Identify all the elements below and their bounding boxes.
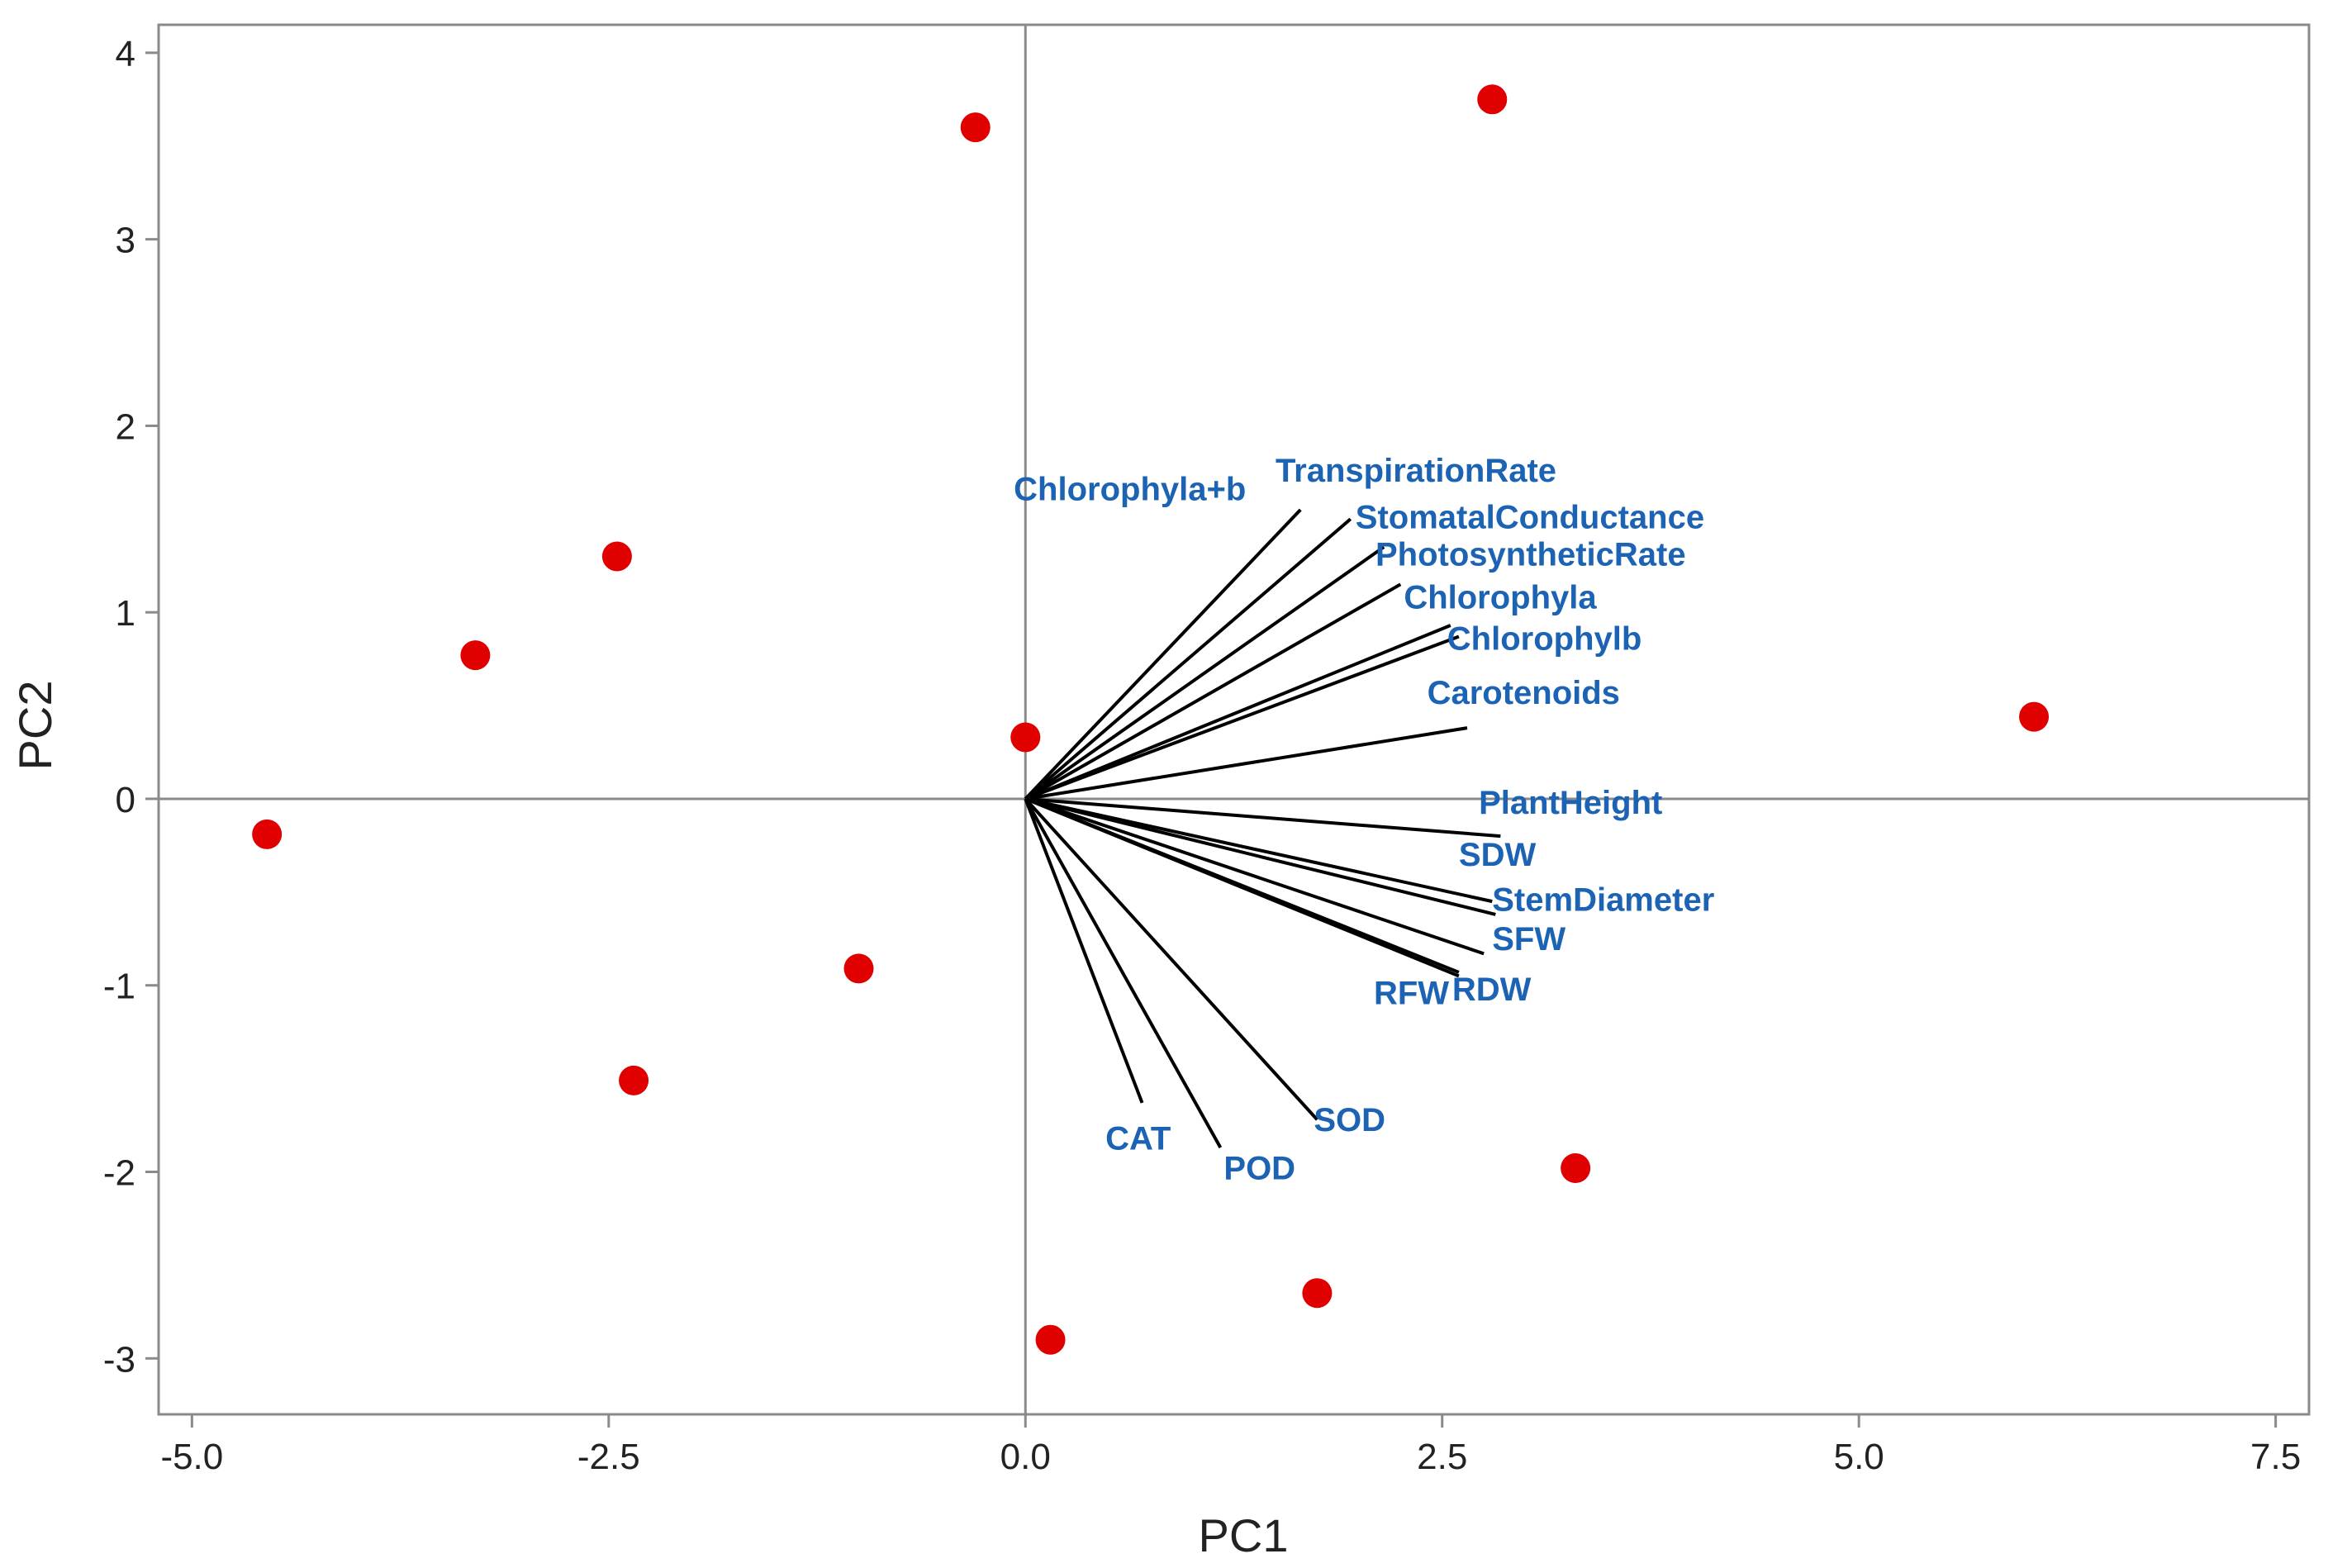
score-point bbox=[1010, 722, 1041, 753]
loading-vector bbox=[1025, 796, 1501, 839]
loading-label: Chlorophyla bbox=[1404, 580, 1597, 616]
score-point bbox=[460, 640, 491, 671]
x-tick-label: 5.0 bbox=[1834, 1437, 1884, 1477]
y-tick-label: 3 bbox=[116, 221, 135, 261]
loading-label: POD bbox=[1223, 1151, 1295, 1187]
score-point bbox=[252, 819, 283, 849]
score-point bbox=[1302, 1278, 1333, 1309]
loading-vector bbox=[1024, 797, 1485, 956]
loading-label: TranspirationRate bbox=[1276, 453, 1556, 489]
score-point bbox=[1561, 1152, 1591, 1183]
x-tick-label: 7.5 bbox=[2250, 1437, 2301, 1477]
score-point bbox=[2019, 701, 2050, 732]
loading-vector bbox=[1024, 545, 1385, 801]
y-tick-label: -1 bbox=[103, 967, 135, 1007]
x-axis-title: PC1 bbox=[1199, 1509, 1289, 1561]
loading-label: Carotenoids bbox=[1428, 675, 1620, 711]
loading-label: RFW bbox=[1374, 975, 1449, 1011]
loading-vector bbox=[1024, 797, 1496, 916]
loading-label: SFW bbox=[1492, 921, 1565, 957]
loading-vector bbox=[1024, 797, 1460, 974]
score-point bbox=[960, 112, 991, 143]
loading-vector bbox=[1024, 582, 1402, 801]
y-tick-label: -3 bbox=[103, 1339, 135, 1380]
x-tick-label: -5.0 bbox=[160, 1437, 223, 1477]
loading-vector bbox=[1024, 634, 1460, 801]
loading-vector bbox=[1024, 796, 1493, 904]
loading-vector bbox=[1024, 517, 1352, 801]
loading-label: PhotosyntheticRate bbox=[1375, 537, 1686, 573]
loading-label: RDW bbox=[1452, 972, 1532, 1008]
loading-label: SOD bbox=[1314, 1102, 1385, 1138]
loading-label: Chlorophylb bbox=[1447, 620, 1642, 657]
loading-vector bbox=[1024, 798, 1144, 1104]
loading-label: Chlorophyla+b bbox=[1014, 472, 1246, 508]
score-point bbox=[1035, 1324, 1066, 1355]
loading-vector bbox=[1024, 797, 1223, 1149]
y-tick-label: 1 bbox=[116, 593, 135, 634]
loading-vector bbox=[1024, 624, 1451, 801]
y-tick-label: 0 bbox=[116, 780, 135, 820]
plot-frame bbox=[157, 23, 2311, 1416]
y-tick-label: -2 bbox=[103, 1152, 135, 1193]
x-tick-label: -2.5 bbox=[577, 1437, 640, 1477]
y-axis-title: PC2 bbox=[9, 681, 61, 771]
score-point bbox=[601, 541, 632, 572]
y-tick-label: 2 bbox=[116, 406, 135, 447]
loading-label: StemDiameter bbox=[1492, 881, 1714, 918]
loading-label: CAT bbox=[1105, 1120, 1171, 1157]
score-point bbox=[843, 953, 874, 984]
loading-vector bbox=[1024, 726, 1468, 801]
loading-label: StomatalConductance bbox=[1356, 500, 1704, 536]
loading-vector bbox=[1024, 508, 1302, 801]
loading-label: PlantHeight bbox=[1479, 785, 1662, 821]
x-tick-label: 0.0 bbox=[1000, 1437, 1051, 1477]
loading-vector bbox=[1024, 797, 1318, 1121]
loading-label: SDW bbox=[1459, 837, 1537, 873]
y-tick-label: 4 bbox=[116, 34, 135, 74]
x-tick-label: 2.5 bbox=[1417, 1437, 1467, 1477]
score-point bbox=[619, 1065, 649, 1095]
score-point bbox=[1477, 84, 1508, 115]
